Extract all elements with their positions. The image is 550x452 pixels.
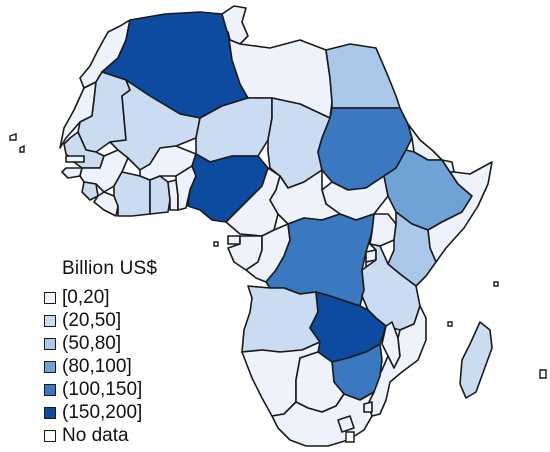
legend: Billion US$ [0,20] (20,50] (50,80] (80,1… — [44, 258, 157, 447]
legend-label: (50,80] — [62, 333, 122, 354]
legend-swatch — [44, 406, 56, 419]
legend-swatch — [44, 429, 56, 442]
region-lesotho — [337, 415, 355, 433]
legend-swatch — [44, 360, 56, 373]
legend-item: (80,100] — [44, 355, 157, 378]
island-sao-tome — [213, 241, 219, 247]
legend-item: (20,50] — [44, 309, 157, 332]
region-angola — [241, 285, 321, 353]
legend-item: (150,200] — [44, 401, 157, 424]
region-niger — [195, 97, 273, 163]
island-seychelles — [493, 281, 499, 287]
legend-label: (150,200] — [62, 402, 143, 423]
legend-title: Billion US$ — [62, 258, 158, 279]
legend-swatch — [44, 337, 56, 350]
legend-label: No data — [62, 425, 129, 446]
island-cape-peninsula — [345, 431, 355, 443]
legend-swatch — [44, 314, 56, 327]
region-ghana — [149, 175, 171, 215]
legend-label: [0,20] — [62, 287, 110, 308]
region-uganda — [369, 213, 397, 247]
legend-item: No data — [44, 424, 157, 447]
region-sierra-leone — [81, 181, 99, 201]
legend-item: (100,150] — [44, 378, 157, 401]
legend-label: (80,100] — [62, 356, 132, 377]
region-liberia — [93, 191, 119, 217]
legend-label: (20,50] — [62, 310, 122, 331]
region-egypt — [325, 43, 401, 109]
region-eswatini — [363, 401, 373, 413]
island-cape-verde — [9, 133, 17, 141]
region-gambia — [65, 155, 85, 163]
island-cape-verde — [19, 144, 25, 153]
region-madagascar — [459, 321, 493, 399]
legend-swatch — [44, 291, 56, 304]
island-mauritius — [539, 369, 547, 379]
region-mozambique — [367, 305, 427, 417]
island-comoros — [447, 321, 453, 327]
region-equatorial-guinea — [227, 235, 241, 245]
legend-label: (100,150] — [62, 379, 143, 400]
legend-item: (50,80] — [44, 332, 157, 355]
region-guinea-bissau — [61, 167, 83, 179]
legend-item: [0,20] — [44, 286, 157, 309]
legend-swatch — [44, 383, 56, 396]
